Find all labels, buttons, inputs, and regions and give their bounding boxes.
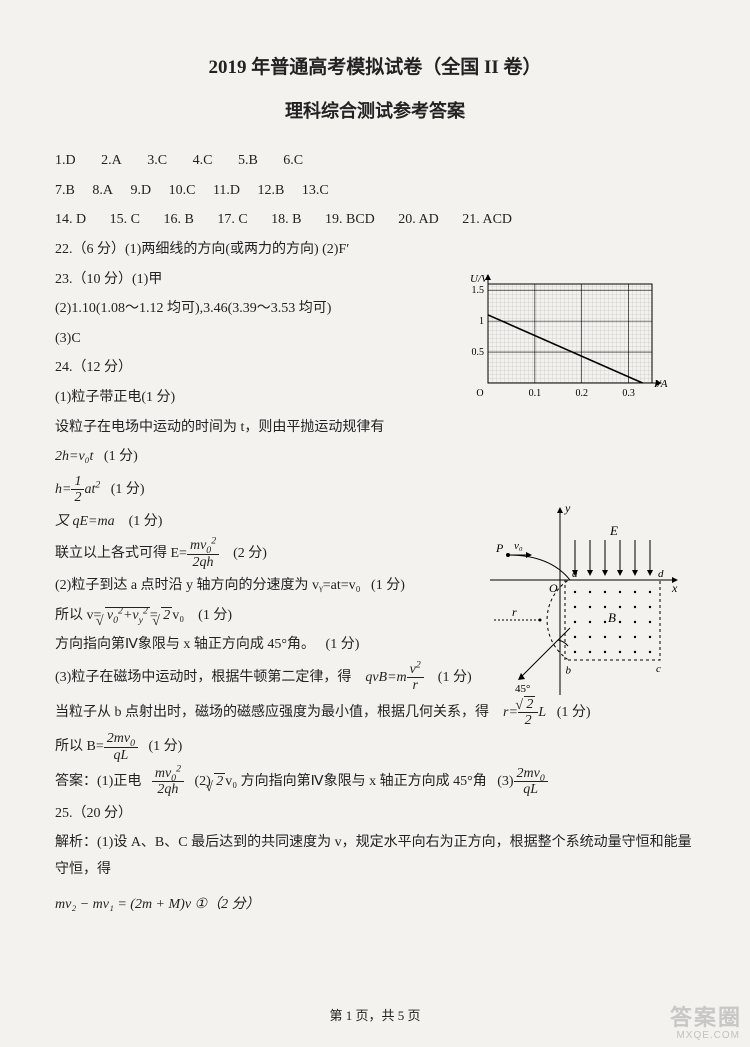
ans: 10.C <box>169 183 196 198</box>
svg-text:r: r <box>512 605 517 619</box>
eq: qvB=m <box>365 670 406 685</box>
ans: 16. B <box>163 212 193 227</box>
points: (1 分) <box>326 637 360 652</box>
formula-9: 所以 B=2mv0qL (1 分) <box>55 731 695 763</box>
chart-svg: U/VI/AO0.10.20.30.511.5 <box>460 270 682 413</box>
answers-row-3: 14. D 15. C 16. B 17. C 18. B 19. BCD 20… <box>55 207 695 234</box>
svg-text:x: x <box>671 581 678 595</box>
ans: 17. C <box>217 212 247 227</box>
svg-text:B: B <box>608 610 616 625</box>
svg-text:0.5: 0.5 <box>472 347 485 358</box>
title-sub: 理科综合测试参考答案 <box>55 94 695 128</box>
ans: 3.C <box>147 153 167 168</box>
ans: 14. D <box>55 212 86 227</box>
svg-text:P: P <box>495 541 504 555</box>
ans: 6.C <box>283 153 303 168</box>
physics-diagram: y x O E Pv₀ a d Br b c 45° <box>480 500 680 711</box>
page-footer: 第 1 页，共 5 页 <box>0 1004 750 1029</box>
svg-text:45°: 45° <box>515 683 530 695</box>
svg-text:1.5: 1.5 <box>472 285 485 296</box>
eq: 2h=v₀t <box>55 449 93 464</box>
ans-3: (3) <box>497 774 513 789</box>
text: 当粒子从 b 点射出时，磁场的磁感应强度为最小值，根据几何关系，得 <box>55 705 489 720</box>
svg-text:0.3: 0.3 <box>622 388 635 399</box>
points: (2 分) <box>233 546 267 561</box>
svg-text:b: b <box>566 664 572 676</box>
ans: 21. ACD <box>462 212 512 227</box>
points: (1 分) <box>198 608 232 623</box>
points: (1 分) <box>104 449 138 464</box>
ans: 11.D <box>213 183 240 198</box>
ans: 7.B <box>55 183 75 198</box>
svg-text:I/A: I/A <box>653 378 668 390</box>
q25-f: mv₂ − mv₁ = (2m + M)v ①（2 分） <box>55 892 695 919</box>
ans: 1.D <box>55 153 76 168</box>
text: (3)粒子在磁场中运动时，根据牛顿第二定律，得 <box>55 670 351 685</box>
text: 方向指向第Ⅳ象限与 x 轴正方向成 45°角。 <box>55 637 315 652</box>
uv-chart: U/VI/AO0.10.20.30.511.5 <box>460 270 695 424</box>
q25: 25.（20 分） <box>55 801 695 828</box>
svg-text:0.2: 0.2 <box>575 388 588 399</box>
svg-text:O: O <box>549 581 558 595</box>
ans: 5.B <box>238 153 258 168</box>
answer-line: 答案：(1)正电 mv022qh (2) 2v₀ 方向指向第Ⅳ象限与 x 轴正方… <box>55 766 695 798</box>
ans: 8.A <box>92 183 113 198</box>
ans-pre: 答案：(1)正电 <box>55 774 141 789</box>
formula-1: 2h=v₀t (1 分) <box>55 444 695 471</box>
ans: 13.C <box>302 183 329 198</box>
ans: 15. C <box>110 212 140 227</box>
answers-row-2: 7.B 8.A 9.D 10.C 11.D 12.B 13.C <box>55 178 695 205</box>
eq-pre: 所以 v= <box>55 608 101 623</box>
ans: 18. B <box>271 212 301 227</box>
ans: 4.C <box>193 153 213 168</box>
q22: 22.（6 分）(1)两细线的方向(或两力的方向) (2)F′ <box>55 237 695 264</box>
eq: mv₂ − mv₁ = (2m + M)v ①（2 分） <box>55 897 260 912</box>
svg-text:y: y <box>564 501 571 515</box>
ans: 12.B <box>258 183 285 198</box>
eq-rhs: v₀ <box>172 608 184 623</box>
eq-pre: 联立以上各式可得 E= <box>55 546 187 561</box>
title-main: 2019 年普通高考模拟试卷（全国 II 卷） <box>55 50 695 86</box>
ans: 2.A <box>101 153 122 168</box>
svg-text:O: O <box>476 388 483 399</box>
ans: 9.D <box>130 183 151 198</box>
points: (1 分) <box>438 670 472 685</box>
svg-text:0.1: 0.1 <box>529 388 542 399</box>
ans: 20. AD <box>398 212 438 227</box>
svg-text:c: c <box>656 663 661 675</box>
svg-text:a: a <box>572 568 578 580</box>
svg-text:v₀: v₀ <box>514 540 523 552</box>
points: (1 分) <box>129 514 163 529</box>
q25-1: 解析：(1)设 A、B、C 最后达到的共同速度为 v，规定水平向右为正方向，根据… <box>55 830 695 883</box>
eq: 又 qE=ma <box>55 514 115 529</box>
svg-text:E: E <box>609 523 618 538</box>
ans: 19. BCD <box>325 212 375 227</box>
svg-text:1: 1 <box>479 316 484 327</box>
ans-2b: v₀ 方向指向第Ⅳ象限与 x 轴正方向成 45°角 <box>225 774 486 789</box>
text: (2)粒子到达 a 点时沿 y 轴方向的分速度为 vᵧ=at=v₀ <box>55 578 361 593</box>
points: (1 分) <box>148 739 182 754</box>
svg-text:d: d <box>658 568 664 580</box>
diagram-svg: y x O E Pv₀ a d Br b c 45° <box>480 500 680 700</box>
points: (1 分) <box>371 578 405 593</box>
eq-pre: 所以 B= <box>55 739 104 754</box>
answers-row-1: 1.D 2.A 3.C 4.C 5.B 6.C <box>55 148 695 175</box>
points: (1 分) <box>111 482 145 497</box>
watermark-url: MXQE.COM <box>676 1026 740 1045</box>
